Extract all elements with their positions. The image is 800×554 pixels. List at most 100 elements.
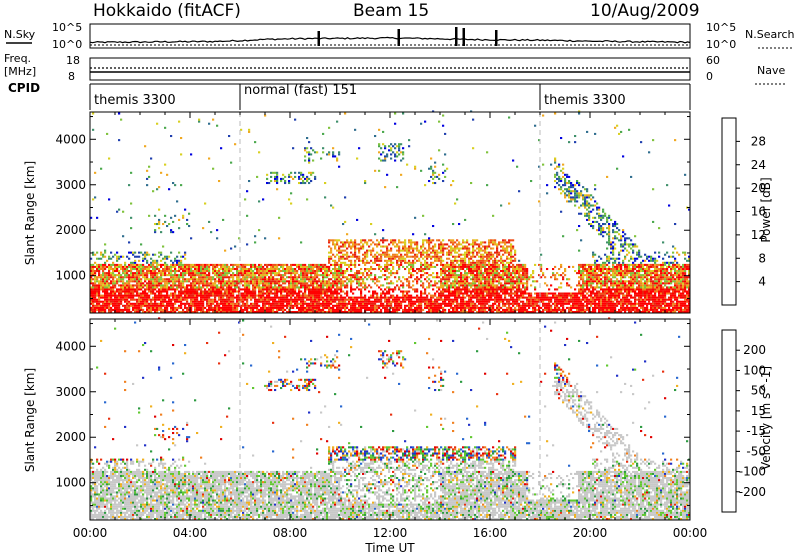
echo-cell <box>216 274 219 277</box>
echo-cell <box>154 306 157 309</box>
echo-cell <box>210 308 213 311</box>
echo-cell <box>478 280 481 283</box>
echo-cell <box>482 241 485 244</box>
echo-cell <box>410 247 413 250</box>
echo-cell <box>104 300 107 303</box>
echo-cell <box>316 288 319 291</box>
echo-cell <box>338 249 341 252</box>
echo-cell <box>248 180 251 183</box>
echo-cell <box>456 270 459 273</box>
echo-cell <box>298 286 301 289</box>
echo-cell <box>420 306 423 309</box>
echo-cell <box>306 298 309 301</box>
echo-cell <box>410 251 413 254</box>
echo-cell <box>246 294 249 297</box>
echo-cell <box>378 276 381 279</box>
echo-cell <box>404 298 407 301</box>
echo-cell <box>404 306 407 309</box>
echo-cell <box>196 272 199 275</box>
echo-cell <box>484 284 487 287</box>
echo-cell <box>478 249 481 252</box>
echo-cell <box>474 261 477 264</box>
echo-cell <box>114 302 117 305</box>
echo-cell <box>276 308 279 311</box>
echo-cell <box>260 286 263 289</box>
echo-cell <box>484 308 487 311</box>
echo-cell <box>308 265 311 268</box>
echo-cell <box>246 282 249 285</box>
echo-cell <box>376 294 379 297</box>
echo-cell <box>372 280 375 283</box>
echo-cell <box>278 278 281 281</box>
echo-cell <box>92 251 95 254</box>
echo-cell <box>420 253 423 256</box>
echo-cell <box>408 247 411 250</box>
echo-cell <box>158 288 161 291</box>
echo-cell <box>332 151 335 154</box>
echo-cell <box>212 308 215 311</box>
echo-cell <box>184 251 187 254</box>
echo-cell <box>490 274 493 277</box>
echo-cell <box>492 306 495 309</box>
echo-cell <box>224 302 227 305</box>
echo-cell <box>122 296 125 299</box>
echo-cell <box>308 151 311 154</box>
echo-cell <box>424 120 427 123</box>
echo-cell <box>120 274 123 277</box>
echo-cell <box>296 306 299 309</box>
echo-cell <box>362 261 365 264</box>
echo-cell <box>432 225 435 228</box>
echo-cell <box>396 155 399 158</box>
echo-cell <box>246 300 249 303</box>
echo-cell <box>364 282 367 285</box>
echo-cell <box>110 311 113 314</box>
echo-cell <box>440 259 443 262</box>
echo-cell <box>300 268 303 271</box>
echo-cell <box>380 239 383 242</box>
echo-cell <box>440 282 443 285</box>
echo-cell <box>398 296 401 299</box>
echo-cell <box>122 210 125 213</box>
echo-cell <box>276 296 279 299</box>
echo-cell <box>202 276 205 279</box>
echo-cell <box>212 276 215 279</box>
echo-cell <box>294 302 297 305</box>
echo-cell <box>322 265 325 268</box>
echo-cell <box>302 268 305 271</box>
echo-cell <box>146 276 149 279</box>
echo-cell <box>404 268 407 271</box>
echo-cell <box>490 239 493 242</box>
echo-cell <box>356 218 359 221</box>
echo-cell <box>466 263 469 266</box>
echo-cell <box>398 259 401 262</box>
echo-cell <box>488 245 491 248</box>
echo-cell <box>222 300 225 303</box>
echo-cell <box>178 284 181 287</box>
echo-cell <box>114 274 117 277</box>
echo-cell <box>364 182 367 185</box>
echo-cell <box>340 263 343 266</box>
echo-cell <box>128 294 131 297</box>
echo-cell <box>272 298 275 301</box>
echo-cell <box>162 304 165 307</box>
echo-cell <box>336 290 339 293</box>
echo-cell <box>252 278 255 281</box>
echo-cell <box>354 276 357 279</box>
echo-cell <box>330 239 333 242</box>
echo-cell <box>214 263 217 266</box>
echo-cell <box>424 278 427 281</box>
echo-cell <box>314 274 317 277</box>
echo-cell <box>130 304 133 307</box>
echo-cell <box>398 276 401 279</box>
echo-cell <box>180 296 183 299</box>
echo-cell <box>154 272 157 275</box>
echo-cell <box>376 311 379 314</box>
echo-cell <box>276 304 279 307</box>
echo-cell <box>468 276 471 279</box>
echo-cell <box>290 290 293 293</box>
echo-cell <box>492 282 495 285</box>
echo-cell <box>306 296 309 299</box>
echo-cell <box>208 294 211 297</box>
echo-cell <box>314 263 317 266</box>
echo-cell <box>416 280 419 283</box>
